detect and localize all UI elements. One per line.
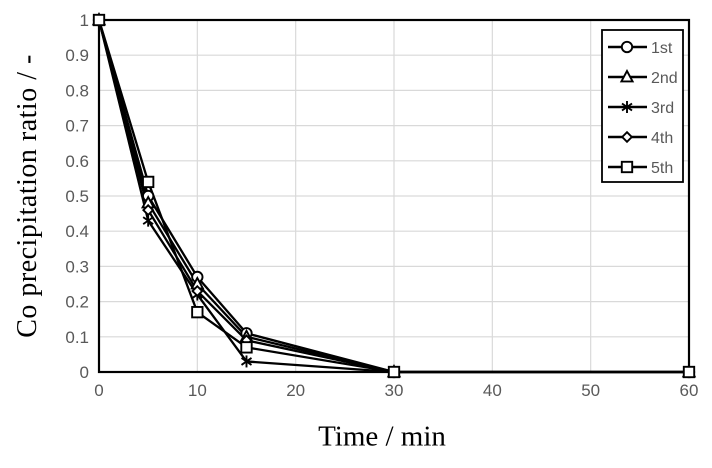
y-tick-label: 0.2: [65, 293, 89, 312]
marker-diamond: [191, 284, 204, 298]
legend-marker-triangle: [619, 68, 635, 83]
y-tick-label: 0.5: [65, 187, 89, 206]
y-tick-label: 0.8: [65, 81, 89, 100]
y-tick-label: 0.1: [65, 328, 89, 347]
y-axis-title: Co precipitation ratio / -: [12, 54, 43, 338]
x-tick-label: 60: [680, 381, 699, 400]
x-tick-label: 10: [188, 381, 207, 400]
legend-marker-asterisk: [621, 102, 633, 112]
legend-label-2nd: 2nd: [651, 70, 678, 87]
x-tick-label: 50: [581, 381, 600, 400]
marker-asterisk: [240, 357, 253, 366]
x-tick-label: 20: [286, 381, 305, 400]
y-tick-label: 0: [80, 363, 89, 382]
marker-square: [191, 306, 204, 319]
legend-label-5th: 5th: [651, 160, 673, 177]
marker-square: [142, 175, 155, 189]
legend-marker-circle: [620, 40, 634, 54]
marker-square: [92, 13, 106, 27]
marker-square: [240, 341, 253, 354]
legend-marker-diamond: [620, 130, 634, 144]
y-tick-label: 0.7: [65, 117, 89, 136]
series-line-5th: [97, 19, 689, 374]
y-tick-label: 0.6: [65, 152, 89, 171]
y-tick-label: 0.9: [65, 46, 89, 65]
x-axis-title: Time / min: [318, 420, 446, 453]
marker-square: [387, 365, 401, 379]
x-tick-label: 0: [94, 381, 103, 400]
legend-label-3rd: 3rd: [651, 100, 674, 117]
y-tick-label: 0.4: [65, 222, 89, 241]
y-tick-label: 0.3: [65, 257, 89, 276]
legend-label-4th: 4th: [651, 130, 673, 147]
x-tick-label: 40: [483, 381, 502, 400]
marker-diamond: [142, 203, 155, 217]
legend-marker-square: [620, 160, 634, 174]
marker-asterisk: [142, 216, 154, 225]
y-tick-label: 1: [80, 11, 89, 30]
x-tick-label: 30: [385, 381, 404, 400]
legend-label-1st: 1st: [651, 40, 673, 57]
marker-square: [682, 365, 696, 379]
